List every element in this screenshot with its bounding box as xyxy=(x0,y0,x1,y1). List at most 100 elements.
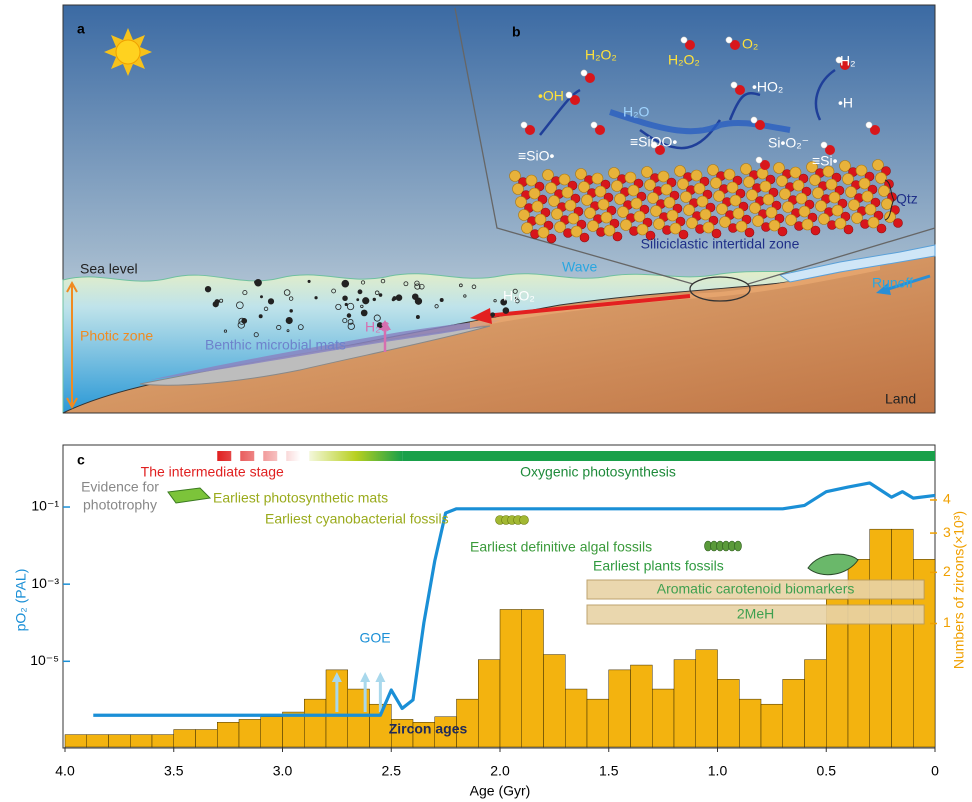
histogram-bar xyxy=(239,719,261,747)
molecule-h xyxy=(751,117,757,123)
bubble xyxy=(260,296,262,298)
histogram-bar xyxy=(217,722,239,747)
histogram-bar xyxy=(196,730,218,747)
annotation: phototrophy xyxy=(83,497,157,513)
atom-o xyxy=(894,219,903,228)
species-label: H₂O₂ xyxy=(668,52,700,68)
bubble xyxy=(343,296,348,301)
histogram-bar xyxy=(565,689,587,747)
histogram-bar xyxy=(152,735,174,747)
atom-o xyxy=(547,234,556,243)
histogram-bar xyxy=(674,660,696,747)
y-tick-label: 10⁻⁵ xyxy=(30,652,59,668)
x-tick-label: 2.0 xyxy=(490,763,510,779)
atom-o xyxy=(580,233,589,242)
histogram-bar xyxy=(174,730,196,747)
atom-o xyxy=(877,224,886,233)
species-label: ≡Si• xyxy=(812,153,838,169)
bubble xyxy=(373,298,376,301)
histogram-bar xyxy=(130,735,152,747)
y-axis-label: pO₂ (PAL) xyxy=(13,569,29,632)
panel-ab: a b Sea level Photic zone Benthic microb… xyxy=(63,5,935,413)
bubble xyxy=(315,297,317,299)
wave-label: Wave xyxy=(562,259,597,275)
species-label: O₂ xyxy=(742,36,758,52)
atom-o xyxy=(613,232,622,241)
y2-axis-label: Numbers of zircons(×10³) xyxy=(951,511,967,669)
stage-dash-gap xyxy=(277,451,286,461)
h2o2-label: H₂O₂ xyxy=(503,288,535,304)
histogram-label: Zircon ages xyxy=(389,721,468,737)
species-label: Si•O₂⁻ xyxy=(768,135,809,151)
bubble xyxy=(440,298,443,301)
molecule-h xyxy=(591,122,597,128)
bubble xyxy=(342,280,349,287)
bubble xyxy=(308,280,310,282)
bubble xyxy=(290,310,293,313)
histogram-bar xyxy=(304,699,326,747)
histogram-bar xyxy=(87,735,109,747)
molecule-h xyxy=(581,70,587,76)
x-tick-label: 3.5 xyxy=(164,763,184,779)
mats-label: Benthic microbial mats xyxy=(205,337,346,353)
species-label: H₂O xyxy=(623,104,650,120)
histogram-bar xyxy=(696,650,718,747)
panel-label: b xyxy=(512,24,521,40)
y-tick-label: 10⁻¹ xyxy=(31,498,59,514)
species-label: ≡SiO• xyxy=(518,148,555,164)
bubble xyxy=(412,294,418,300)
zone-label: Siliciclastic intertidal zone xyxy=(641,236,800,252)
histogram-bar xyxy=(805,660,827,747)
histogram-bar xyxy=(65,735,87,747)
bubble xyxy=(491,313,495,317)
panel-label: a xyxy=(77,21,85,37)
x-tick-label: 2.5 xyxy=(382,763,402,779)
biomarker-label: 2MeH xyxy=(737,606,774,622)
y2-tick-label: 4 xyxy=(943,491,951,507)
histogram-bar xyxy=(718,679,740,747)
bubble xyxy=(255,279,262,286)
runoff-label: Runoff xyxy=(872,275,913,291)
bubble xyxy=(242,318,247,323)
annotation: Earliest cyanobacterial fossils xyxy=(265,511,449,527)
annotation: Earliest definitive algal fossils xyxy=(470,539,652,555)
algae-icon xyxy=(735,541,742,551)
molecule-h xyxy=(521,122,527,128)
bubble xyxy=(361,310,367,316)
molecule-h xyxy=(756,157,762,163)
molecule-h xyxy=(731,82,737,88)
histogram-bar xyxy=(892,529,914,747)
y-tick-label: 10⁻³ xyxy=(31,575,59,591)
photic-zone: Photic zone xyxy=(80,328,153,344)
species-label: •H xyxy=(838,95,853,111)
bubble xyxy=(358,290,362,294)
molecule-h xyxy=(821,142,827,148)
histogram-bar xyxy=(283,712,305,747)
annotation: Earliest photosynthetic mats xyxy=(213,490,388,506)
line-label: GOE xyxy=(359,630,390,646)
atom-o xyxy=(811,226,820,235)
molecule-h xyxy=(566,92,572,98)
histogram-bar xyxy=(631,665,653,747)
histogram-bar xyxy=(500,609,522,747)
stage-bar xyxy=(217,451,402,461)
x-tick-label: 1.0 xyxy=(708,763,728,779)
bubble xyxy=(357,299,359,301)
histogram-bar xyxy=(478,660,500,747)
species-label: ≡SiOO• xyxy=(630,134,677,150)
bubble xyxy=(259,315,262,318)
histogram-bar xyxy=(522,609,544,747)
bubble xyxy=(347,314,351,318)
bubble xyxy=(363,298,369,304)
species-label: H₂O₂ xyxy=(585,47,617,63)
bubble xyxy=(416,315,419,318)
land-label: Land xyxy=(885,391,916,407)
x-tick-label: 1.5 xyxy=(599,763,619,779)
x-tick-label: 0 xyxy=(931,763,939,779)
bubble xyxy=(215,299,219,303)
histogram-bar xyxy=(609,670,631,747)
bubble xyxy=(286,317,292,323)
histogram-bar xyxy=(261,717,283,747)
x-tick-label: 0.5 xyxy=(817,763,837,779)
